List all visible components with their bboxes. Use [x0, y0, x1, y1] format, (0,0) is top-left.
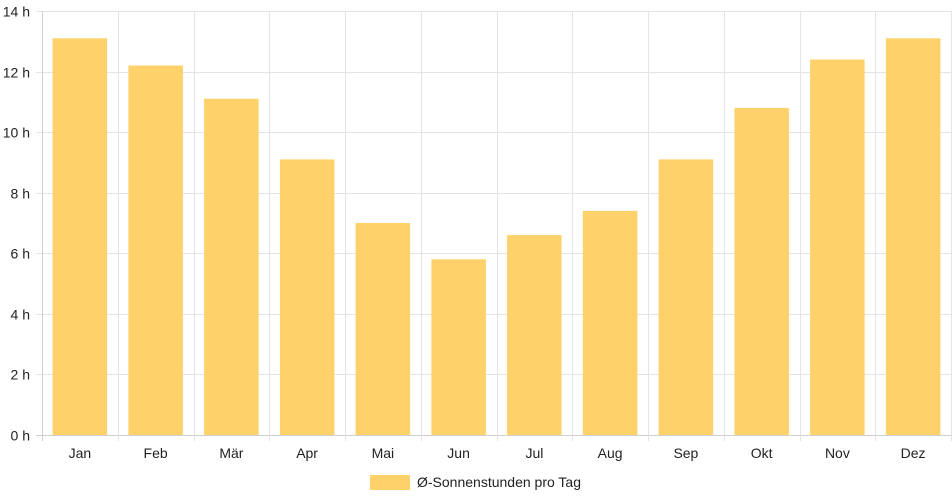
bar-mär[interactable] [204, 98, 259, 436]
bar-nov[interactable] [810, 59, 865, 436]
bar-aug[interactable] [582, 210, 638, 435]
y-tick-label: 10 h [3, 125, 30, 141]
y-tick-label: 2 h [11, 367, 30, 383]
bar-jun[interactable] [431, 259, 486, 435]
bars-layer [52, 38, 941, 436]
y-axis-ticks: 0 h 2 h 4 h 6 h 8 h 10 h 12 h 14 h [3, 4, 30, 444]
bar-sep[interactable] [658, 159, 714, 435]
y-tick-label: 12 h [3, 65, 30, 81]
bar-okt[interactable] [734, 107, 789, 436]
bar-dez[interactable] [885, 38, 941, 436]
y-tick-label: 8 h [11, 186, 30, 202]
x-tick-label: Feb [144, 445, 168, 461]
x-tick-label: Mär [219, 445, 243, 461]
grid-layer [36, 11, 952, 441]
x-tick-label: Jun [447, 445, 470, 461]
x-tick-label: Jan [69, 445, 92, 461]
x-tick-label: Aug [598, 445, 623, 461]
y-tick-label: 0 h [11, 428, 30, 444]
bar-apr[interactable] [279, 159, 335, 435]
legend-swatch[interactable] [370, 475, 410, 490]
bar-feb[interactable] [128, 65, 183, 436]
x-tick-label: Nov [825, 445, 850, 461]
x-tick-label: Mai [372, 445, 395, 461]
y-tick-label: 4 h [11, 307, 30, 323]
x-tick-label: Okt [751, 445, 773, 461]
legend[interactable]: Ø-Sonnenstunden pro Tag [370, 474, 581, 490]
x-tick-label: Sep [673, 445, 698, 461]
x-tick-label: Apr [296, 445, 318, 461]
x-tick-label: Jul [525, 445, 543, 461]
x-axis-ticks: Jan Feb Mär Apr Mai Jun Jul Aug Sep Okt Nov Dez [69, 445, 926, 461]
bar-mai[interactable] [355, 223, 411, 435]
y-tick-label: 14 h [3, 4, 30, 20]
legend-label[interactable]: Ø-Sonnenstunden pro Tag [417, 474, 581, 490]
x-tick-label: Dez [901, 445, 926, 461]
y-tick-label: 6 h [11, 246, 30, 262]
bar-jan[interactable] [52, 38, 108, 436]
bar-jul[interactable] [507, 235, 562, 435]
